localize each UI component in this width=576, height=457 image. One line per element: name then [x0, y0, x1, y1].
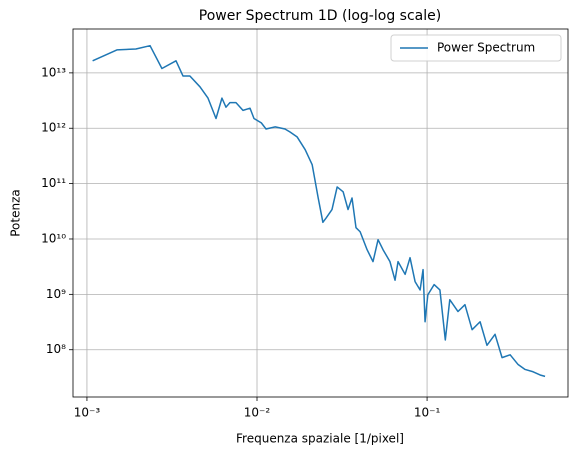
y-tick-label: 10⁸: [46, 342, 66, 356]
line-series: [92, 44, 546, 378]
x-tick-label: 10⁻¹: [414, 406, 441, 420]
x-tick-label: 10⁻³: [74, 406, 101, 420]
legend-box: [390, 34, 562, 62]
y-tick-label: 10¹²: [41, 121, 66, 135]
chart-title: Power Spectrum 1D (log-log scale): [199, 8, 441, 24]
plot-frame: [72, 28, 569, 398]
legend-label: Power Spectrum: [437, 41, 535, 55]
y-tick-label: 10⁹: [46, 287, 66, 301]
x-tick-label: 10⁻²: [244, 406, 271, 420]
y-axis-label: Potenza: [9, 189, 23, 237]
x-axis-label: Frequenza spaziale [1/pixel]: [236, 432, 404, 446]
y-tick-label: 10¹³: [41, 65, 66, 79]
y-tick-label: 10¹⁰: [41, 231, 66, 245]
y-tick-label: 10¹¹: [41, 176, 66, 190]
